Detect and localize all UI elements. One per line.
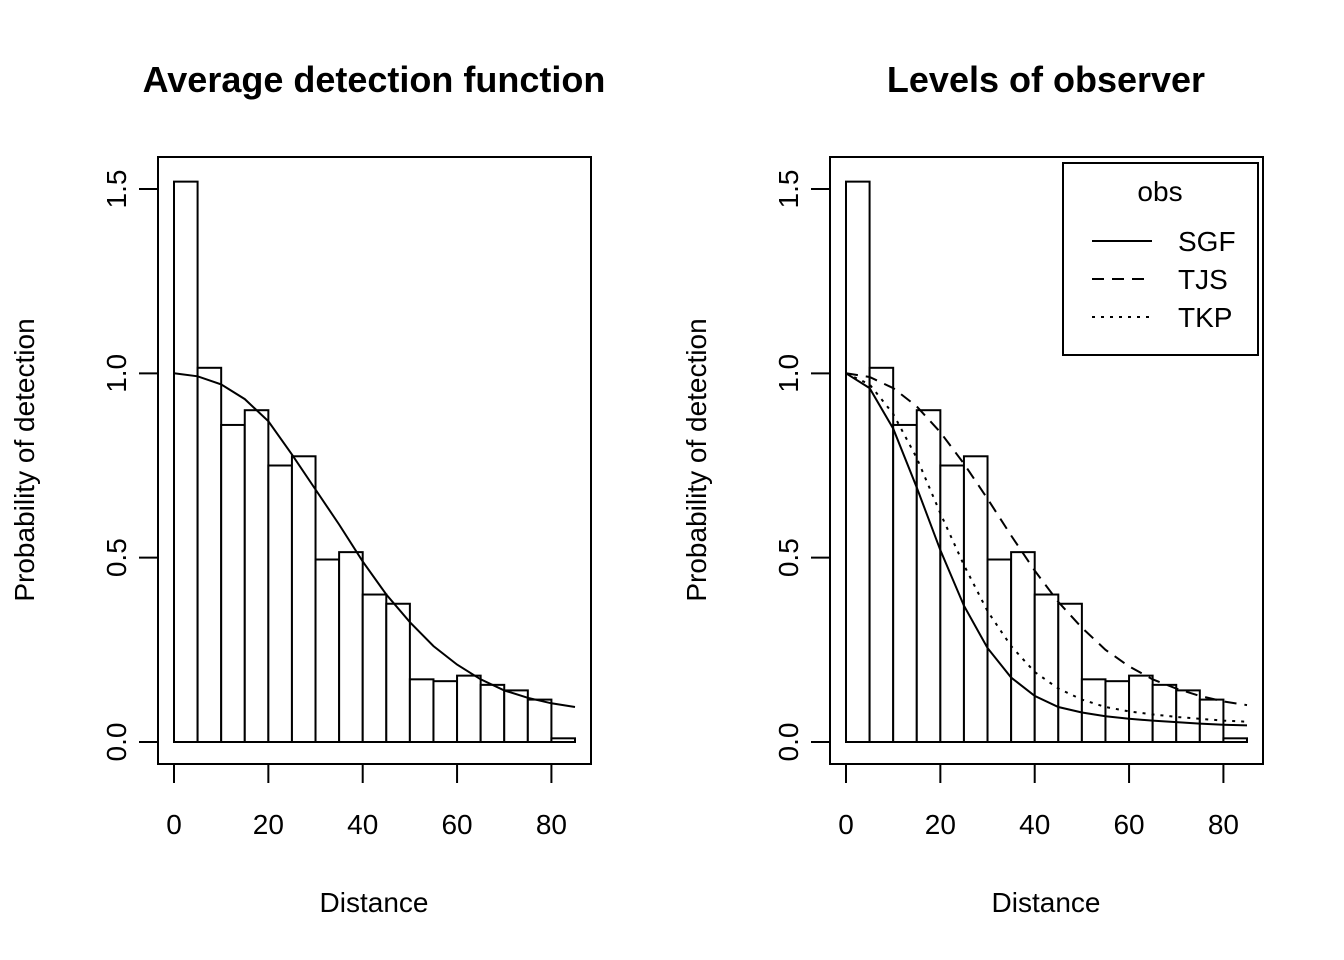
legend-title: obs: [1137, 176, 1182, 207]
x-tick-label: 0: [166, 809, 182, 840]
x-axis-title: Distance: [992, 887, 1101, 918]
histogram-bar: [196, 366, 223, 743]
legend: obs SGF TJS TKP: [1062, 162, 1259, 356]
histogram-bar: [1080, 678, 1107, 743]
y-tick-label: 1.5: [773, 170, 804, 209]
x-tick-label: 60: [441, 809, 472, 840]
legend-box: [1062, 162, 1259, 356]
legend-label-tkp: TKP: [1178, 302, 1232, 333]
x-tick-label: 60: [1113, 809, 1144, 840]
y-axis: 0.0 0.5 1.0 1.5: [101, 170, 159, 762]
histogram-bar: [220, 423, 246, 743]
x-tick-label: 40: [1019, 809, 1050, 840]
histogram-bar: [361, 593, 388, 743]
y-tick-label: 0.0: [773, 723, 804, 762]
y-tick-label: 0.5: [101, 538, 132, 577]
histogram-bar: [962, 455, 989, 743]
legend-entries: SGF TJS TKP: [1092, 226, 1236, 333]
x-axis-title: Distance: [320, 887, 429, 918]
histogram-bar: [456, 674, 482, 744]
x-tick-label: 40: [347, 809, 378, 840]
y-axis-title: Probability of detection: [9, 318, 40, 601]
histogram-bar: [385, 602, 411, 743]
detection-curve-average: [173, 372, 576, 708]
histogram-bars: [173, 180, 576, 744]
histogram-bar: [338, 551, 364, 743]
chart-title: Levels of observer: [887, 59, 1205, 100]
histogram-bar: [550, 737, 576, 744]
y-tick-label: 1.5: [101, 170, 132, 209]
detection-curve-sgf: [845, 372, 1248, 727]
x-axis: 0 20 40 60 80: [838, 763, 1239, 840]
histogram-bar: [173, 180, 199, 744]
histogram-bar: [1010, 551, 1036, 743]
x-tick-label: 20: [925, 809, 956, 840]
histogram-bar: [1151, 683, 1178, 744]
detection-curve-tkp: [845, 372, 1248, 723]
legend-label-sgf: SGF: [1178, 226, 1236, 257]
histogram-bar: [526, 698, 553, 743]
detection-curves: [173, 372, 576, 708]
histogram-bar: [915, 409, 942, 743]
histogram-bar: [1198, 698, 1225, 743]
x-tick-label: 80: [536, 809, 567, 840]
histogram-bar: [1222, 737, 1248, 744]
x-tick-label: 0: [838, 809, 854, 840]
histogram-bar: [845, 180, 871, 744]
histogram-bar: [432, 680, 459, 743]
histogram-bar: [892, 423, 918, 743]
y-tick-label: 1.0: [101, 354, 132, 393]
detection-curves: [845, 372, 1248, 727]
histogram-bar: [939, 464, 965, 743]
histogram-bar: [479, 683, 506, 744]
legend-label-tjs: TJS: [1178, 264, 1228, 295]
y-axis-title: Probability of detection: [681, 318, 712, 601]
histogram-bar: [408, 678, 435, 743]
panel-levels-of-observer: Levels of observer 0 20 40 60 80 0.0 0.5 1.0 1.…: [681, 59, 1264, 918]
histogram-bar: [290, 455, 317, 743]
histogram-bar: [986, 558, 1013, 744]
y-tick-label: 0.0: [101, 723, 132, 762]
x-tick-label: 20: [253, 809, 284, 840]
panel-average-detection: Average detection function 0 20 40 60 80 0.0…: [9, 59, 605, 918]
x-tick-label: 80: [1208, 809, 1239, 840]
x-axis: 0 20 40 60 80: [166, 763, 567, 840]
histogram-bar: [503, 689, 529, 743]
detection-curve-tjs: [845, 372, 1248, 707]
histogram-bar: [243, 409, 270, 743]
histogram-bar: [1128, 674, 1154, 744]
y-tick-label: 1.0: [773, 354, 804, 393]
y-tick-label: 0.5: [773, 538, 804, 577]
histogram-bar: [1033, 593, 1060, 743]
y-axis: 0.0 0.5 1.0 1.5: [773, 170, 831, 762]
histogram-bar: [314, 558, 341, 744]
histogram-bar: [267, 464, 293, 743]
chart-title: Average detection function: [143, 59, 606, 100]
